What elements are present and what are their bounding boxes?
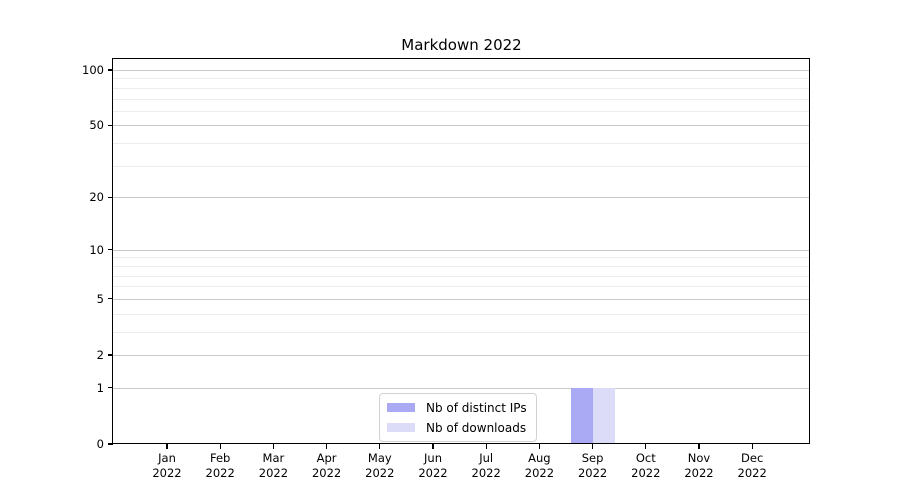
y-gridline-minor [113, 265, 810, 267]
x-tick-mark [166, 444, 168, 449]
y-tick-mark [108, 354, 113, 356]
x-tick-mark [538, 444, 540, 449]
x-tick-label-sep: Sep 2022 [577, 451, 608, 480]
x-tick-label-jul: Jul 2022 [471, 451, 501, 480]
y-gridline-minor [113, 286, 810, 288]
x-tick-mark [272, 444, 274, 449]
x-tick-mark [432, 444, 434, 449]
x-tick-label-apr: Apr 2022 [311, 451, 342, 480]
y-gridline-minor [113, 165, 810, 167]
x-tick-mark [751, 444, 753, 449]
y-tick-mark [108, 196, 113, 198]
x-tick-label-dec: Dec 2022 [737, 451, 767, 480]
legend-item-distinct-ips: Nb of distinct IPs [387, 399, 527, 416]
y-tick-mark [108, 124, 113, 126]
y-tick-label: 1 [96, 380, 104, 395]
x-tick-mark [219, 444, 221, 449]
bar-nb-of-distinct-ips [570, 387, 593, 444]
x-tick-mark [698, 444, 700, 449]
y-tick-label: 5 [96, 291, 104, 306]
x-tick-label-feb: Feb 2022 [205, 451, 235, 480]
x-tick-mark [592, 444, 594, 449]
y-gridline-minor [113, 78, 810, 80]
y-tick-label: 2 [96, 348, 104, 362]
legend-swatch-downloads [387, 423, 415, 432]
y-gridline-major [113, 70, 810, 71]
y-gridline-major [113, 197, 810, 199]
y-tick-label: 100 [82, 63, 104, 77]
y-gridline-minor [113, 98, 810, 100]
x-tick-label-jan: Jan 2022 [152, 451, 182, 480]
x-tick-label-nov: Nov 2022 [684, 451, 714, 480]
legend-item-downloads: Nb of downloads [387, 419, 527, 436]
x-tick-mark [326, 444, 328, 449]
x-tick-mark [379, 444, 381, 449]
y-tick-mark [108, 69, 113, 71]
y-tick-label: 0 [96, 437, 104, 451]
axes-frame [112, 58, 810, 444]
y-tick-mark [108, 387, 113, 389]
x-tick-label-oct: Oct 2022 [631, 451, 661, 480]
y-tick-mark [108, 443, 113, 445]
legend-label-downloads: Nb of downloads [426, 420, 527, 435]
x-tick-mark [645, 444, 647, 449]
y-tick-label: 10 [89, 242, 104, 257]
bar-nb-of-downloads [592, 387, 615, 444]
x-tick-label-aug: Aug 2022 [524, 451, 555, 480]
y-gridline-major [113, 387, 810, 389]
x-tick-label-may: May 2022 [365, 451, 395, 480]
legend-label-distinct-ips: Nb of distinct IPs [426, 400, 527, 415]
y-gridline-minor [113, 275, 810, 277]
y-gridline-major [113, 298, 810, 300]
y-tick-mark [108, 298, 113, 300]
x-tick-label-mar: Mar 2022 [258, 451, 289, 480]
y-tick-mark [108, 249, 113, 251]
y-gridline-minor [113, 110, 810, 112]
y-gridline-minor [113, 331, 810, 333]
y-gridline-major [113, 249, 810, 251]
y-tick-label: 20 [89, 190, 104, 205]
legend-swatch-distinct-ips [387, 403, 415, 412]
y-gridline-major [113, 355, 810, 356]
y-gridline-minor [113, 313, 810, 315]
y-gridline-minor [113, 257, 810, 259]
y-gridline-minor [113, 143, 810, 145]
y-gridline-major [113, 125, 810, 127]
x-tick-mark [485, 444, 487, 449]
x-tick-label-jun: Jun 2022 [418, 451, 448, 480]
y-tick-label: 50 [89, 118, 104, 133]
chart-title: Markdown 2022 [401, 36, 522, 54]
y-gridline-minor [113, 87, 810, 89]
legend: Nb of distinct IPs Nb of downloads [379, 393, 537, 442]
